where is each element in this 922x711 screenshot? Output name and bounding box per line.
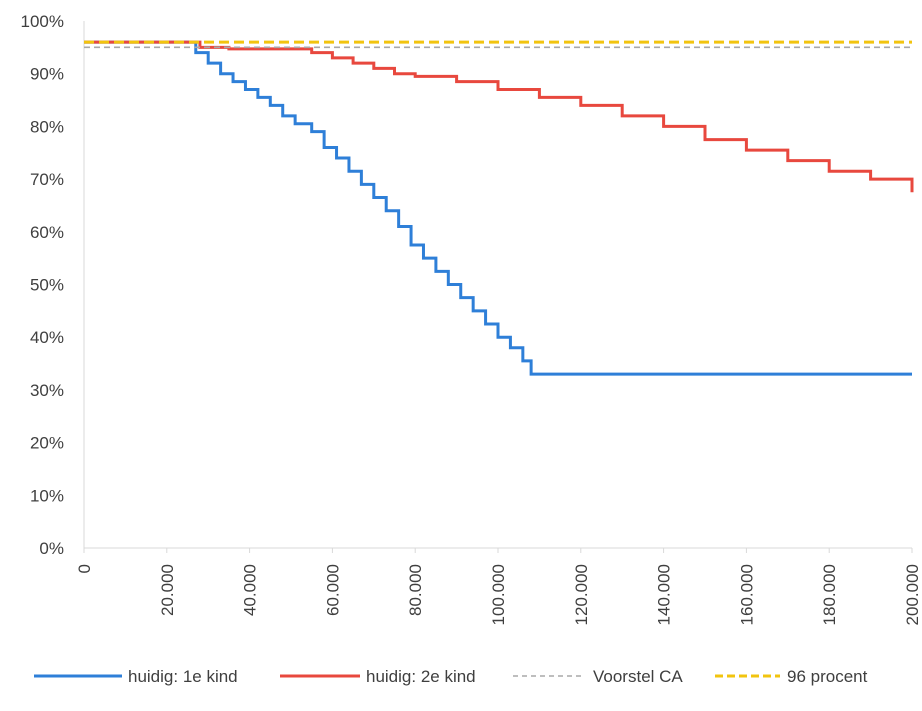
x-tick-label: 0: [75, 564, 94, 573]
series-layer: [84, 40, 914, 376]
x-tick-label: 200.000: [903, 564, 922, 625]
y-tick-label: 70%: [30, 170, 64, 189]
y-tick-label: 90%: [30, 65, 64, 84]
legend: huidig: 1e kind huidig: 2e kind Voorstel C…: [34, 667, 868, 686]
x-tick-label: 120.000: [572, 564, 591, 625]
x-tick-label: 140.000: [655, 564, 674, 625]
y-tick-label: 100%: [21, 12, 64, 31]
y-tick-label: 0%: [39, 539, 64, 558]
x-tick-label: 40.000: [241, 564, 260, 616]
x-tick-label: 60.000: [323, 564, 342, 616]
y-tick-label: 80%: [30, 117, 64, 136]
y-axis: 0% 10% 20% 30% 40% 50% 60% 70% 80% 90% 100%: [21, 12, 64, 558]
x-tick-label: 80.000: [406, 564, 425, 616]
x-tick-label: 100.000: [489, 564, 508, 625]
legend-label-3: Voorstel CA: [593, 667, 683, 686]
y-tick-label: 50%: [30, 276, 64, 295]
x-axis: 0 20.000 40.000 60.000 80.000 100.000 120.000 1…: [75, 548, 922, 625]
plot-area: [83, 21, 912, 549]
y-tick-label: 30%: [30, 381, 64, 400]
series-line-2: [84, 40, 914, 193]
y-tick-label: 20%: [30, 434, 64, 453]
legend-label-2: huidig: 2e kind: [366, 667, 476, 686]
x-tick-label: 20.000: [158, 564, 177, 616]
y-tick-label: 60%: [30, 223, 64, 242]
x-tick-label: 180.000: [820, 564, 839, 625]
y-tick-label: 40%: [30, 328, 64, 347]
legend-label-1: huidig: 1e kind: [128, 667, 238, 686]
series-line-1: [84, 40, 912, 376]
legend-label-4: 96 procent: [787, 667, 868, 686]
x-tick-label: 160.000: [737, 564, 756, 625]
y-tick-label: 10%: [30, 486, 64, 505]
